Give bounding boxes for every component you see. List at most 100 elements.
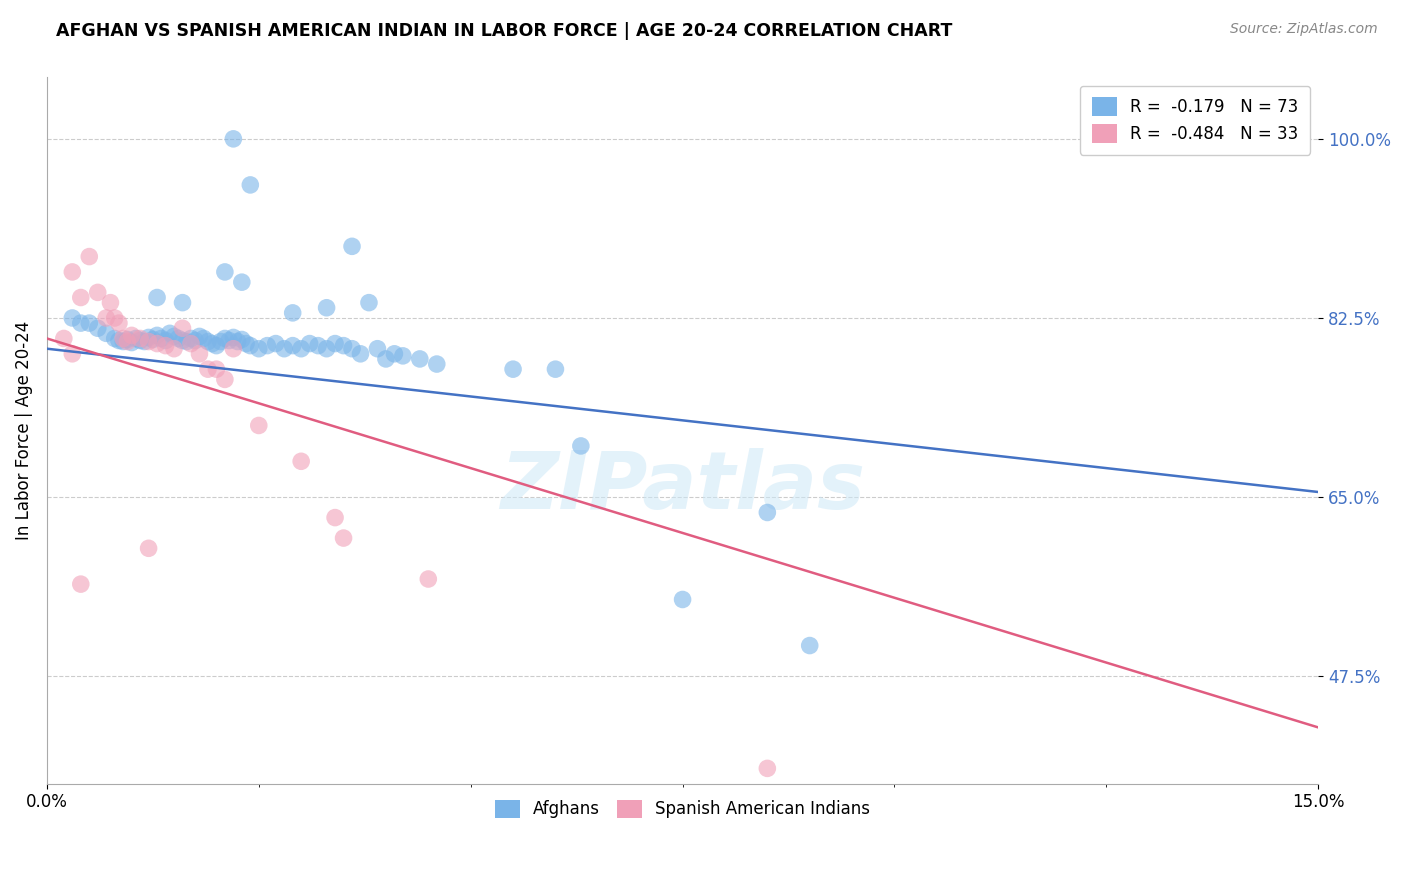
Point [180, 331, 202, 345]
Point [69, 577, 91, 591]
Point [138, 541, 160, 556]
Point [384, 347, 406, 361]
Point [172, 295, 194, 310]
Point [142, 333, 165, 347]
Point [87, 285, 110, 300]
Point [129, 334, 152, 348]
Point [138, 334, 160, 349]
Point [290, 342, 312, 356]
Point [756, 761, 779, 775]
Point [298, 336, 321, 351]
Point [323, 336, 346, 351]
Point [150, 331, 173, 345]
Point [77, 316, 100, 330]
Point [155, 334, 177, 348]
Point [205, 338, 228, 352]
Point [247, 342, 270, 356]
Point [357, 295, 380, 310]
Point [112, 334, 135, 349]
Point [52, 331, 75, 345]
Point [235, 336, 257, 351]
Point [146, 336, 169, 351]
Point [121, 328, 143, 343]
Point [374, 351, 396, 366]
Point [214, 331, 236, 345]
Point [172, 334, 194, 348]
Point [231, 333, 253, 347]
Point [247, 418, 270, 433]
Point [307, 338, 329, 352]
Point [146, 291, 169, 305]
Point [201, 336, 224, 351]
Point [112, 331, 135, 345]
Point [197, 362, 219, 376]
Point [323, 510, 346, 524]
Point [409, 351, 432, 366]
Point [159, 326, 181, 341]
Point [146, 328, 169, 343]
Point [60, 265, 83, 279]
Legend: Afghans, Spanish American Indians: Afghans, Spanish American Indians [488, 793, 877, 825]
Point [129, 331, 152, 345]
Point [281, 338, 304, 352]
Point [756, 506, 779, 520]
Point [332, 531, 354, 545]
Point [163, 329, 186, 343]
Point [273, 342, 295, 356]
Point [218, 334, 240, 348]
Point [226, 334, 249, 349]
Point [671, 592, 693, 607]
Point [340, 239, 363, 253]
Point [87, 321, 110, 335]
Point [172, 321, 194, 335]
Point [426, 357, 449, 371]
Point [544, 362, 567, 376]
Point [77, 250, 100, 264]
Point [117, 333, 139, 347]
Point [222, 132, 245, 146]
Point [96, 310, 118, 325]
Point [60, 310, 83, 325]
Point [193, 331, 215, 345]
Point [332, 338, 354, 352]
Point [281, 306, 304, 320]
Point [100, 295, 122, 310]
Point [222, 330, 245, 344]
Point [197, 334, 219, 349]
Point [180, 336, 202, 351]
Point [315, 301, 337, 315]
Point [155, 338, 177, 352]
Point [264, 336, 287, 351]
Point [209, 334, 232, 349]
Point [188, 329, 211, 343]
Point [256, 338, 278, 352]
Y-axis label: In Labor Force | Age 20-24: In Labor Force | Age 20-24 [15, 321, 32, 541]
Point [349, 347, 371, 361]
Point [214, 265, 236, 279]
Point [290, 454, 312, 468]
Point [239, 338, 262, 352]
Point [104, 331, 127, 345]
Point [138, 330, 160, 344]
Point [108, 316, 131, 330]
Point [69, 291, 91, 305]
Point [163, 342, 186, 356]
Point [104, 310, 127, 325]
Text: ZIPatlas: ZIPatlas [501, 448, 865, 526]
Point [188, 347, 211, 361]
Point [231, 275, 253, 289]
Point [69, 316, 91, 330]
Point [167, 331, 190, 345]
Point [222, 342, 245, 356]
Point [214, 372, 236, 386]
Point [121, 335, 143, 350]
Point [366, 342, 388, 356]
Point [799, 639, 821, 653]
Point [60, 347, 83, 361]
Point [117, 334, 139, 349]
Point [184, 334, 207, 348]
Point [569, 439, 592, 453]
Point [392, 349, 415, 363]
Point [96, 326, 118, 341]
Point [239, 178, 262, 192]
